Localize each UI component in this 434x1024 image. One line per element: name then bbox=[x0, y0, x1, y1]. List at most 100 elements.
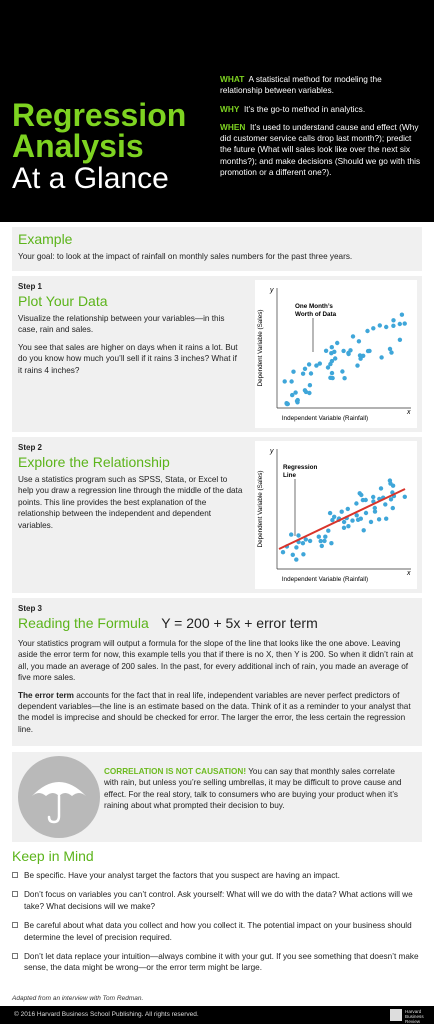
step1-p2: You see that sales are higher on days wh… bbox=[18, 342, 238, 375]
data-point bbox=[339, 509, 344, 514]
list-item-text: Don’t focus on variables you can’t contr… bbox=[24, 890, 413, 911]
data-point bbox=[357, 353, 363, 358]
list-item: Be careful about what data you collect a… bbox=[12, 920, 422, 943]
checkbox-icon bbox=[12, 872, 18, 878]
data-point bbox=[368, 519, 374, 525]
data-point bbox=[342, 376, 347, 381]
data-point bbox=[376, 517, 382, 522]
title-line-2: Analysis bbox=[12, 128, 144, 164]
data-point bbox=[307, 538, 313, 544]
data-point bbox=[391, 323, 396, 328]
data-point bbox=[317, 361, 322, 366]
data-point bbox=[307, 390, 312, 396]
data-point bbox=[323, 534, 328, 539]
annotation-line-2: Line bbox=[283, 472, 296, 479]
example-panel: Example Your goal: to look at the impact… bbox=[12, 227, 422, 271]
scatter-chart-step1: y x Dependent Variable (Sales) Independe… bbox=[255, 280, 417, 428]
data-point bbox=[329, 370, 335, 376]
why-text: It’s the go-to method in analytics. bbox=[243, 103, 366, 114]
list-item-text: Be careful about what data you collect a… bbox=[24, 921, 412, 942]
data-point bbox=[290, 392, 295, 398]
umbrella-icon bbox=[18, 756, 100, 838]
scatter-plot-svg: y x Dependent Variable (Sales) Independe… bbox=[257, 287, 411, 422]
data-point bbox=[329, 345, 334, 350]
data-point bbox=[316, 534, 321, 539]
y-axis-letter: y bbox=[269, 448, 274, 455]
data-point bbox=[345, 506, 350, 512]
data-point bbox=[365, 328, 370, 334]
step1-title: Plot Your Data bbox=[18, 293, 108, 309]
data-point bbox=[307, 383, 313, 388]
data-point bbox=[358, 516, 363, 521]
data-point bbox=[389, 350, 394, 355]
data-point bbox=[300, 371, 306, 376]
regression-plot-svg: y x Dependent Variable (Sales) Independe… bbox=[257, 448, 411, 583]
data-point bbox=[300, 541, 306, 546]
data-point bbox=[333, 356, 338, 361]
why-label: WHY bbox=[220, 103, 240, 114]
step2-text: Use a statistics program such as SPSS, S… bbox=[18, 474, 243, 531]
when-label: WHEN bbox=[220, 121, 246, 132]
data-point bbox=[291, 369, 296, 374]
correlation-text: CORRELATION IS NOT CAUSATION! You can sa… bbox=[104, 766, 410, 812]
checkbox-icon bbox=[12, 891, 18, 898]
step2-p1: Use a statistics program such as SPSS, S… bbox=[18, 475, 243, 530]
attribution: Adapted from an interview with Tom Redma… bbox=[12, 995, 144, 1002]
data-point bbox=[359, 492, 364, 498]
data-point bbox=[341, 519, 347, 525]
step1-label: Step 1 bbox=[18, 282, 43, 291]
data-point bbox=[327, 510, 333, 516]
data-point bbox=[350, 334, 356, 339]
checkbox-icon bbox=[12, 953, 18, 960]
x-axis-letter: x bbox=[406, 409, 411, 416]
dots-group bbox=[282, 312, 407, 407]
correlation-panel: CORRELATION IS NOT CAUSATION! You can sa… bbox=[12, 752, 422, 842]
data-point bbox=[402, 321, 407, 326]
data-point bbox=[341, 348, 346, 354]
data-point bbox=[387, 346, 393, 352]
page-title: Regression Analysis At a Glance bbox=[12, 99, 212, 196]
error-term-bold: The error term bbox=[18, 690, 74, 700]
data-point bbox=[363, 510, 369, 516]
step3-panel: Step 3 Reading the Formula Y = 200 + 5x … bbox=[12, 598, 422, 746]
data-point bbox=[371, 326, 376, 331]
step3-p1: Your statistics program will output a fo… bbox=[18, 639, 414, 683]
data-point bbox=[294, 557, 299, 562]
checkbox-icon bbox=[12, 922, 18, 929]
y-axis-label: Dependent Variable (Sales) bbox=[257, 471, 264, 548]
title-line-3: At a Glance bbox=[12, 162, 169, 195]
step3-p2: The error term accounts for the fact tha… bbox=[18, 690, 416, 736]
data-point bbox=[323, 348, 329, 353]
when-text: It’s used to understand cause and effect… bbox=[220, 121, 421, 178]
data-point bbox=[296, 533, 301, 538]
data-point bbox=[377, 323, 382, 328]
data-point bbox=[365, 348, 371, 354]
data-point bbox=[340, 369, 345, 374]
data-point bbox=[350, 518, 355, 523]
data-point bbox=[330, 375, 335, 381]
data-point bbox=[308, 371, 314, 376]
data-point bbox=[356, 339, 362, 344]
data-point bbox=[399, 312, 405, 317]
data-point bbox=[325, 365, 331, 370]
data-point bbox=[397, 321, 402, 327]
data-point bbox=[294, 545, 299, 550]
data-point bbox=[322, 538, 327, 544]
data-point bbox=[335, 340, 340, 346]
hbr-logo-text: Harvard Business Review bbox=[405, 1009, 424, 1024]
x-axis-label: Independent Variable (Rainfall) bbox=[282, 576, 368, 583]
data-point bbox=[329, 541, 334, 546]
data-point bbox=[397, 337, 403, 342]
data-point bbox=[371, 494, 376, 500]
data-point bbox=[358, 356, 363, 361]
data-point bbox=[391, 318, 396, 323]
data-point bbox=[289, 379, 294, 384]
data-point bbox=[293, 390, 298, 395]
list-item: Don’t focus on variables you can’t contr… bbox=[12, 889, 422, 912]
data-point bbox=[361, 528, 366, 533]
step3-heading-row: Reading the Formula Y = 200 + 5x + error… bbox=[18, 615, 416, 633]
data-point bbox=[355, 363, 360, 368]
when-definition: WHEN It’s used to understand cause and e… bbox=[220, 122, 425, 178]
copyright: © 2016 Harvard Business School Publishin… bbox=[14, 1011, 199, 1018]
step2-label: Step 2 bbox=[18, 443, 43, 452]
